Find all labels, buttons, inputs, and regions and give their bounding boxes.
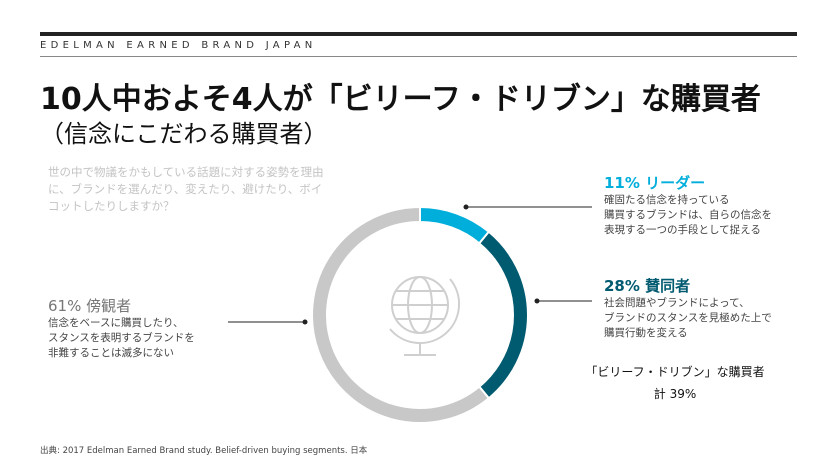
segment-title: 11% リーダー [604,174,706,192]
top-bar [40,32,797,36]
page-title: 10人中およそ4人が「ビリーフ・ドリブン」な購買者 [40,82,761,117]
segment-desc-line: 社会問題やブランドによって、 [604,297,750,309]
segment-desc-line: スタンスを表明するブランドを [48,332,195,344]
segment-desc-line: 非難することは滅多にない [48,347,174,359]
total-label: 「ビリーフ・ドリブン」な購買者 [585,365,765,379]
divider [40,56,797,57]
slice-leader [419,205,491,245]
question-text: 世の中で物議をかもしている話題に対する姿勢を理由に、ブランドを選んだり、変えたり… [48,165,324,213]
segment-bystander: 61% 傍観者 信念をベースに購買したり、 スタンスを表明するブランドを 非難す… [48,295,195,361]
slice-bystander [311,205,491,424]
globe-stand-arc [389,278,461,345]
segment-advocate: 28% 賛同者 社会問題やブランドによって、 ブランドのスタンスを見極めた上で … [604,275,772,341]
segment-desc-line: ブランドのスタンスを見極めた上で [604,312,772,324]
page-subtitle: （信念にこだわる購買者） [40,120,328,148]
brand-label: EDELMAN EARNED BRAND JAPAN [40,40,317,51]
leader-dot [463,204,469,210]
segment-leader: 11% リーダー 確固たる信念を持っている 購買するブランドは、自らの信念を 表… [604,172,772,238]
leader-dot [534,298,540,304]
segment-desc-line: 表現する一つの手段として捉える [604,224,761,236]
segment-title: 61% 傍観者 [48,297,132,315]
segment-desc-line: 確固たる信念を持っている [604,194,730,206]
slice-advocate [477,230,529,400]
segment-desc-line: 購買するブランドは、自らの信念を [604,209,772,221]
segment-desc-line: 購買行動を変える [604,327,688,339]
leader-dot [302,319,308,325]
total-summary: 「ビリーフ・ドリブン」な購買者 計 39% [560,361,790,405]
segment-desc-line: 信念をベースに購買したり、 [48,317,184,329]
total-value: 計 39% [653,387,697,401]
source-note: 出典: 2017 Edelman Earned Brand study. Bel… [40,446,368,456]
segment-title: 28% 賛同者 [604,277,691,295]
